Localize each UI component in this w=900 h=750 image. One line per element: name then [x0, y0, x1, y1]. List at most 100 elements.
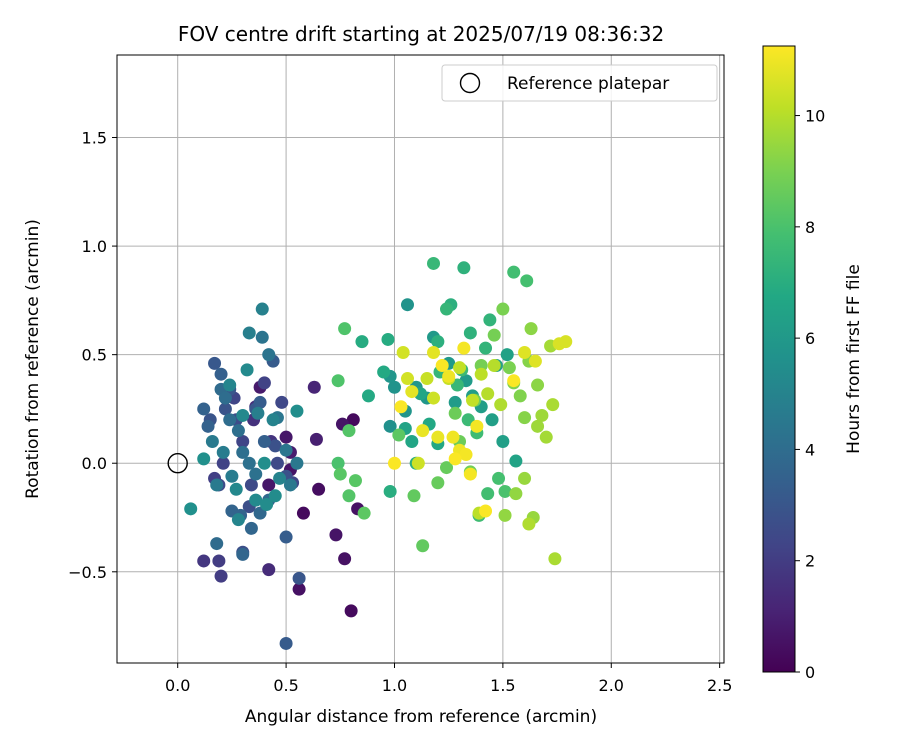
data-point	[483, 313, 497, 327]
data-point	[348, 474, 362, 488]
data-point	[507, 374, 521, 388]
data-point	[485, 413, 499, 427]
data-point	[216, 456, 230, 470]
colorbar-tick-label: 10	[805, 107, 825, 126]
data-point	[518, 345, 532, 359]
data-point	[279, 430, 293, 444]
data-point	[197, 452, 211, 466]
data-point	[470, 419, 484, 433]
data-point	[466, 393, 480, 407]
data-point	[255, 330, 269, 344]
y-tick-label: 1.0	[82, 237, 107, 256]
data-point	[184, 502, 198, 516]
data-point	[411, 456, 425, 470]
data-point	[229, 482, 243, 496]
data-point	[396, 345, 410, 359]
data-point	[236, 547, 250, 561]
data-point	[262, 478, 276, 492]
data-point	[231, 424, 245, 438]
data-point	[535, 408, 549, 422]
data-point	[377, 365, 391, 379]
data-point	[214, 569, 228, 583]
data-point	[292, 571, 306, 585]
y-tick-label: 0.0	[82, 454, 107, 473]
data-point	[266, 413, 280, 427]
data-point	[446, 430, 460, 444]
data-point	[405, 435, 419, 449]
data-point	[307, 380, 321, 394]
data-point	[440, 461, 454, 475]
plot-frame	[116, 54, 725, 664]
x-tick-label: 0.5	[273, 676, 298, 695]
data-point	[205, 435, 219, 449]
data-point	[268, 489, 282, 503]
data-point	[361, 389, 375, 403]
data-point	[210, 537, 224, 551]
data-point	[509, 487, 523, 501]
data-point	[357, 506, 371, 520]
colorbar-tick-label: 4	[805, 440, 815, 459]
data-point	[494, 398, 508, 412]
data-point	[498, 484, 512, 498]
data-point	[251, 406, 265, 420]
data-point	[524, 322, 538, 336]
data-point	[531, 419, 545, 433]
x-tick-label: 0.0	[165, 676, 190, 695]
data-point	[253, 395, 267, 409]
data-point	[502, 361, 516, 375]
x-axis-ticks: 0.0 0.5 1.0 1.5 2.0 2.5	[165, 663, 732, 695]
data-point	[420, 372, 434, 386]
data-point	[431, 476, 445, 490]
data-point	[201, 419, 215, 433]
colorbar-ticks: 0 2 4 6 8 10	[795, 107, 825, 682]
data-point	[427, 256, 441, 270]
data-point	[257, 376, 271, 390]
y-tick-label: 0.5	[82, 346, 107, 365]
data-point	[309, 432, 323, 446]
data-point	[492, 471, 506, 485]
data-point	[218, 402, 232, 416]
data-point	[392, 428, 406, 442]
x-tick-label: 2.5	[707, 676, 732, 695]
data-point	[507, 265, 521, 279]
data-point	[463, 467, 477, 481]
data-point	[427, 391, 441, 405]
data-point	[329, 528, 343, 542]
data-point	[257, 435, 271, 449]
data-point	[381, 332, 395, 346]
data-point	[197, 402, 211, 416]
x-tick-label: 1.5	[490, 676, 515, 695]
data-point	[270, 456, 284, 470]
data-point	[208, 356, 222, 370]
data-point	[283, 478, 297, 492]
legend-entry-label: Reference platepar	[507, 74, 669, 94]
data-point	[355, 335, 369, 349]
data-point	[448, 452, 462, 466]
data-point	[394, 400, 408, 414]
data-point	[249, 493, 263, 507]
data-point	[528, 354, 542, 368]
data-point	[383, 419, 397, 433]
data-point	[416, 424, 430, 438]
data-point	[442, 369, 456, 383]
reference-marker-group	[167, 453, 188, 474]
data-point	[279, 443, 293, 457]
data-point	[216, 445, 230, 459]
data-point	[231, 513, 245, 527]
data-point	[559, 335, 573, 349]
data-point	[236, 408, 250, 422]
data-point	[223, 413, 237, 427]
data-point	[427, 345, 441, 359]
data-point	[249, 467, 263, 481]
data-point	[236, 445, 250, 459]
data-point	[333, 467, 347, 481]
data-point	[279, 636, 293, 650]
data-point	[312, 482, 326, 496]
x-tick-label: 2.0	[599, 676, 624, 695]
colorbar-tick-label: 6	[805, 329, 815, 348]
data-point	[257, 456, 271, 470]
data-point	[383, 484, 397, 498]
chart-title: FOV centre drift starting at 2025/07/19 …	[178, 22, 664, 46]
data-point	[296, 506, 310, 520]
y-tick-label: −0.5	[68, 563, 107, 582]
